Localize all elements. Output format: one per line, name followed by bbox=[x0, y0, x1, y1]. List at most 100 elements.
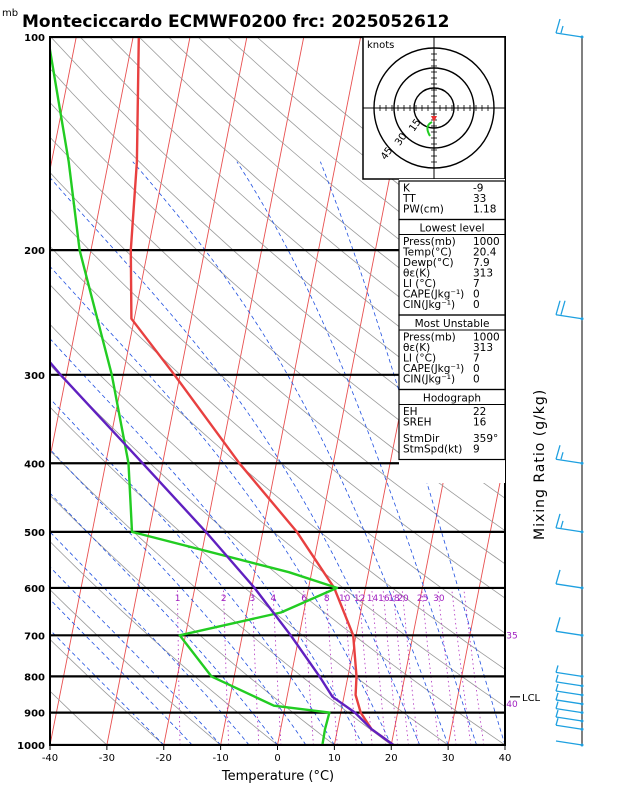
dry-adiabat-line bbox=[50, 364, 505, 745]
hodograph-stats-row-value: 9 bbox=[473, 444, 480, 456]
lowest-level-row-value: 20.4 bbox=[473, 247, 497, 259]
dry-adiabat-line bbox=[50, 638, 165, 745]
mixing-ratio-line bbox=[223, 587, 230, 745]
moist-adiabat-line bbox=[50, 492, 278, 745]
pressure-unit-label: mb bbox=[2, 8, 18, 19]
dry-adiabat-line bbox=[50, 690, 108, 745]
mixing-ratio-label: 35 bbox=[506, 631, 517, 641]
dry-adiabat-line bbox=[50, 136, 505, 532]
wind-barb-staff bbox=[555, 671, 583, 678]
lcl-marker: LCL bbox=[510, 693, 541, 704]
dry-adiabat-line bbox=[50, 68, 505, 468]
lowest-level-row-value: 7 bbox=[473, 278, 480, 290]
pressure-tick-label: 300 bbox=[24, 371, 45, 382]
wind-barb-half-flag bbox=[555, 665, 559, 673]
most-unstable-row-name: CAPE(Jkg⁻¹) bbox=[403, 363, 464, 375]
hodograph-stats-row-value: 22 bbox=[473, 406, 486, 418]
pressure-tick-label: 600 bbox=[24, 584, 45, 595]
wind-barb-staff bbox=[555, 707, 583, 714]
wind-barb-staff bbox=[555, 32, 583, 38]
moist-adiabat-line bbox=[50, 177, 421, 745]
temperature-axis: -40 -30 -20 -10 0 10 20 30 40 bbox=[42, 745, 512, 764]
wind-barb-staff bbox=[555, 314, 583, 320]
isotherm-line bbox=[50, 37, 191, 745]
hodograph-ring bbox=[413, 87, 455, 129]
wind-profile bbox=[555, 18, 584, 747]
mixing-ratio-label: 10 bbox=[339, 594, 351, 604]
mixing-ratio-line bbox=[401, 587, 419, 745]
dry-adiabat-line bbox=[50, 541, 278, 745]
mixing-ratio-label: 6 bbox=[301, 594, 307, 604]
hodograph-ring bbox=[393, 67, 475, 149]
pressure-tick-label: 200 bbox=[24, 246, 45, 257]
wind-barb-staff bbox=[555, 681, 583, 687]
moist-adiabat-line bbox=[50, 531, 250, 745]
chart-title: Monteciccardo ECMWF0200 frc: 2025052612 bbox=[22, 12, 450, 32]
lowest-level-row-name: θε(K) bbox=[403, 268, 430, 280]
temperature-line bbox=[129, 37, 395, 745]
wind-barb-half-flag bbox=[555, 709, 559, 718]
mixing-ratio-label: 8 bbox=[324, 594, 330, 604]
wind-barb-half-flag bbox=[555, 674, 559, 683]
isotherm-line bbox=[50, 37, 134, 460]
mixing-ratio-label: 16 bbox=[378, 594, 390, 604]
lowest-level-row-value: 0 bbox=[473, 299, 480, 311]
most-unstable-row-value: 1000 bbox=[473, 332, 500, 344]
moist-adiabat-line bbox=[50, 598, 193, 745]
mixing-ratio-label: 14 bbox=[367, 594, 379, 604]
x-axis-label: Temperature (°C) bbox=[221, 769, 334, 784]
mixing-ratio-label: 25 bbox=[417, 594, 428, 604]
wind-barb-staff bbox=[555, 690, 583, 696]
dry-adiabat-line bbox=[50, 245, 505, 634]
mixing-ratio-line bbox=[272, 587, 282, 745]
mixing-ratio-label: 12 bbox=[354, 594, 365, 604]
wind-barb-staff bbox=[555, 699, 583, 705]
hodograph-stats-row-value: 16 bbox=[473, 417, 487, 429]
moist-adiabat-line bbox=[320, 161, 505, 745]
wind-barb-flag bbox=[555, 617, 561, 632]
wind-barb-half-flag bbox=[555, 718, 559, 726]
parcel-line bbox=[50, 360, 395, 745]
mixing-ratio-label: 40 bbox=[506, 700, 518, 710]
isotherm-line bbox=[163, 37, 305, 745]
wind-barb-staff bbox=[555, 458, 583, 464]
moist-adiabat-line bbox=[236, 161, 477, 745]
moist-adiabat-line bbox=[50, 338, 364, 745]
pressure-tick-label: 700 bbox=[24, 631, 45, 642]
lowest-level-row-value: 313 bbox=[473, 268, 493, 280]
mixing-ratio-label: 30 bbox=[433, 594, 445, 604]
mixing-ratio-axis-label: Mixing Ratio (g/kg) bbox=[532, 389, 548, 540]
wind-barb-flag bbox=[555, 569, 561, 585]
pressure-tick-label: 500 bbox=[24, 528, 45, 539]
lowest-level-row-name: LI (°C) bbox=[403, 278, 436, 290]
temperature-tick-label: 40 bbox=[499, 753, 512, 764]
pressure-tick-label: 900 bbox=[24, 709, 45, 720]
dry-adiabat-line bbox=[50, 284, 505, 670]
mixing-ratio-line bbox=[251, 587, 260, 745]
isotherm-line bbox=[220, 37, 362, 745]
wind-barb-flag bbox=[560, 300, 566, 315]
dry-adiabat-line bbox=[50, 406, 449, 745]
index-row-name: TT bbox=[402, 193, 416, 205]
index-row-value: -9 bbox=[473, 183, 483, 195]
pressure-axis: 100 200 300 400 500 600 700 800 900 1000 bbox=[17, 33, 45, 752]
most-unstable-row-name: CIN(Jkg⁻¹) bbox=[403, 374, 455, 386]
lowest-level-row-name: Temp(°C) bbox=[402, 247, 452, 259]
lowest-level-row-value: 0 bbox=[473, 289, 480, 301]
index-row-name: K bbox=[403, 183, 411, 195]
wind-barb-half-flag bbox=[555, 683, 559, 692]
index-box bbox=[398, 388, 506, 461]
mixing-ratio-label: 4 bbox=[271, 594, 277, 604]
wind-barb-staff bbox=[555, 583, 583, 589]
mixing-ratio-label: 3 bbox=[250, 594, 256, 604]
dry-adiabat-line bbox=[50, 449, 392, 745]
most-unstable-row-value: 0 bbox=[473, 374, 480, 386]
wind-barb-half-flag bbox=[560, 25, 564, 34]
temperature-tick-label: -20 bbox=[156, 753, 172, 764]
moist-adiabat-line bbox=[132, 161, 449, 745]
hodograph-stats-row-name: StmDir bbox=[403, 433, 440, 445]
temperature-tick-label: -40 bbox=[42, 753, 58, 764]
isotherm-line bbox=[50, 37, 77, 173]
wind-barb-staff bbox=[555, 724, 583, 730]
